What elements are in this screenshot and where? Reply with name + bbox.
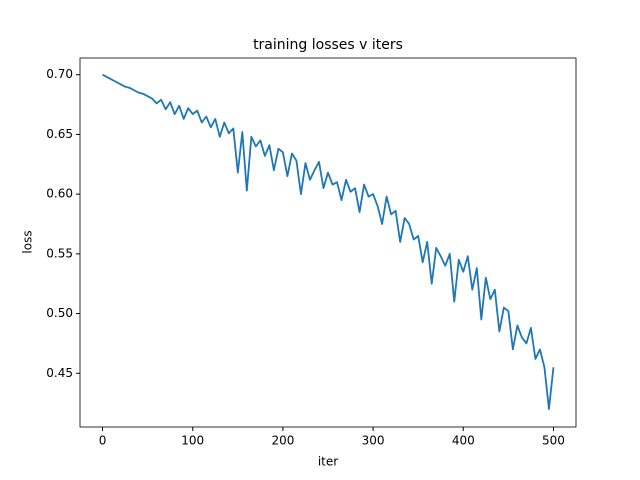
y-axis-label: loss bbox=[21, 230, 35, 253]
x-tick-label: 300 bbox=[362, 434, 385, 448]
y-tick-label: 0.70 bbox=[46, 67, 73, 81]
x-tick-label: 200 bbox=[271, 434, 294, 448]
x-tick-label: 0 bbox=[99, 434, 107, 448]
y-tick-label: 0.45 bbox=[46, 366, 73, 380]
plot-frame bbox=[79, 57, 577, 428]
y-tick-label: 0.50 bbox=[46, 306, 73, 320]
y-tick-label: 0.65 bbox=[46, 127, 73, 141]
chart-title: training losses v iters bbox=[253, 37, 403, 53]
loss-line bbox=[102, 73, 555, 410]
y-tick-label: 0.60 bbox=[46, 187, 73, 201]
x-tick-label: 500 bbox=[542, 434, 565, 448]
x-tick-label: 400 bbox=[452, 434, 475, 448]
x-axis-label: iter bbox=[318, 455, 338, 469]
x-tick-label: 100 bbox=[181, 434, 204, 448]
y-tick-label: 0.55 bbox=[46, 246, 73, 260]
